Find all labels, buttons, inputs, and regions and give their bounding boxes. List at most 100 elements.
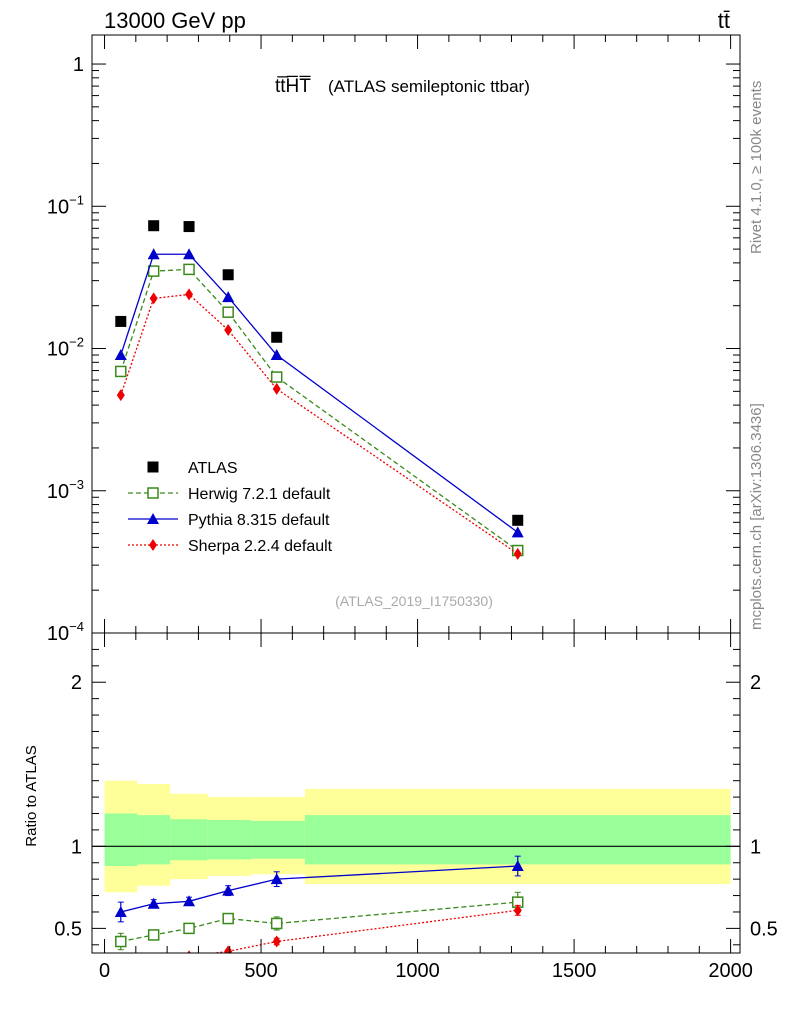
- band-inner: [170, 819, 208, 861]
- legend-marker: [147, 487, 159, 499]
- data-point: [116, 389, 125, 402]
- title-main: tt̅H̅T̅: [275, 76, 311, 97]
- plot-title: tt̅H̅T̅ (ATLAS semileptonic ttbar): [275, 76, 530, 97]
- data-point: [147, 248, 160, 260]
- ratio-ticks: 2 2 1 1 0.5 0.5 0 500 1000 1500 2000: [54, 633, 778, 982]
- legend-label: Sherpa 2.2.4 default: [188, 538, 333, 555]
- main-ticks: 1 10−1 10−2 10−3 10−4: [47, 35, 740, 645]
- ratio-ytick-label-left: 1: [71, 836, 82, 858]
- ratio-point: [183, 922, 195, 935]
- ratio-pythia-8-315-default: [114, 855, 524, 923]
- ratio-frame: [91, 632, 741, 954]
- data-point: [511, 526, 524, 538]
- legend-label: Pythia 8.315 default: [188, 512, 330, 529]
- data-point: [222, 306, 234, 318]
- data-point: [183, 221, 195, 233]
- ratio-point: [270, 917, 283, 930]
- main-ytick-label: 10−1: [47, 192, 84, 218]
- process-label: tt̄: [718, 8, 730, 33]
- xtick-label: 2000: [708, 960, 753, 982]
- xtick-label: 500: [244, 960, 277, 982]
- data-point: [183, 248, 196, 260]
- main-panel: 1 10−1 10−2 10−3 10−4 tt̅H̅T̅ (ATLAS semilep…: [47, 34, 741, 645]
- data-point: [148, 220, 160, 232]
- data-point: [115, 315, 127, 327]
- analysis-id: (ATLAS_2019_I1750330): [335, 593, 493, 609]
- series-pythia-8-315-default: [114, 248, 524, 538]
- data-point: [115, 365, 127, 378]
- main-ytick-label: 10−3: [47, 477, 84, 503]
- data-point: [270, 349, 283, 361]
- ratio-point: [114, 905, 127, 917]
- data-point: [271, 331, 283, 343]
- ratio-point: [222, 884, 235, 896]
- legend-entry: Pythia 8.315 default: [128, 512, 330, 529]
- series-line: [120, 268, 519, 552]
- title-sub: (ATLAS semileptonic ttbar): [328, 77, 530, 96]
- main-ytick-label: 10−2: [47, 335, 84, 361]
- ratio-line: [120, 865, 518, 913]
- data-point: [224, 323, 233, 336]
- data-point: [272, 382, 281, 395]
- legend-marker: [147, 461, 159, 473]
- legend-entry: Sherpa 2.2.4 default: [128, 538, 333, 555]
- main-ytick-label: 1: [73, 54, 84, 76]
- ratio-point: [270, 873, 283, 885]
- series-line: [120, 293, 519, 555]
- ratio-herwig-7-2-1-default: [115, 891, 524, 951]
- data-point: [222, 291, 235, 303]
- legend-marker: [149, 539, 157, 551]
- ratio-point: [272, 935, 281, 948]
- ratio-panel: 2 2 1 1 0.5 0.5 0 500 1000 1500 2000 Ratio to ATLA…: [23, 632, 778, 982]
- ratio-line: [209, 909, 518, 953]
- mcplots-label: mcplots.cern.ch [arXiv:1306.3436]: [748, 403, 765, 630]
- band-inner: [251, 820, 305, 859]
- ratio-point: [147, 897, 160, 909]
- legend-label: Herwig 7.2.1 default: [188, 486, 331, 503]
- data-point: [222, 269, 234, 281]
- ratio-point: [511, 860, 524, 872]
- band-inner: [137, 815, 171, 865]
- data-point: [147, 265, 160, 277]
- ratio-ytick-label-right: 2: [750, 672, 761, 694]
- ratio-point: [183, 895, 196, 907]
- ratio-point: [187, 950, 191, 953]
- data-point: [183, 263, 195, 276]
- ratio-bands: [104, 780, 731, 893]
- ratio-point: [222, 912, 234, 925]
- xtick-label: 1500: [552, 960, 597, 982]
- ratio-point: [150, 954, 158, 966]
- main-series: [114, 220, 524, 560]
- data-point: [270, 371, 283, 383]
- series-sherpa-2-2-4-default: [116, 288, 522, 560]
- data-point: [513, 547, 522, 560]
- ratio-series: [114, 855, 524, 967]
- ratio-ytick-label-right: 0.5: [750, 918, 778, 940]
- data-point: [512, 514, 524, 526]
- data-point: [114, 349, 127, 361]
- ratio-point: [115, 935, 127, 948]
- ratio-sherpa-2-2-4-default: [117, 904, 522, 967]
- data-point: [185, 288, 194, 301]
- legend: ATLAS Herwig 7.2.1 default Pythia 8.315 de…: [128, 460, 333, 555]
- legend-entry: Herwig 7.2.1 default: [128, 486, 331, 503]
- legend-label: ATLAS: [188, 460, 238, 477]
- legend-marker: [147, 513, 159, 524]
- xtick-label: 0: [99, 960, 110, 982]
- legend-entry: ATLAS: [147, 460, 238, 477]
- ratio-ytick-label-left: 0.5: [54, 918, 82, 940]
- band-inner: [207, 820, 252, 860]
- ratio-point: [147, 929, 160, 941]
- ratio-ytick-label-left: 2: [71, 672, 82, 694]
- ratio-ytick-label-right: 1: [750, 836, 761, 858]
- ratio-point: [117, 955, 125, 967]
- data-point: [149, 292, 158, 305]
- ratio-ylabel: Ratio to ATLAS: [23, 745, 40, 846]
- band-inner: [104, 813, 138, 867]
- series-line: [120, 253, 519, 533]
- series-atlas: [115, 220, 524, 526]
- ratio-point: [224, 945, 233, 953]
- main-ytick-label: 10−4: [47, 619, 84, 645]
- energy-label: 13000 GeV pp: [104, 8, 246, 33]
